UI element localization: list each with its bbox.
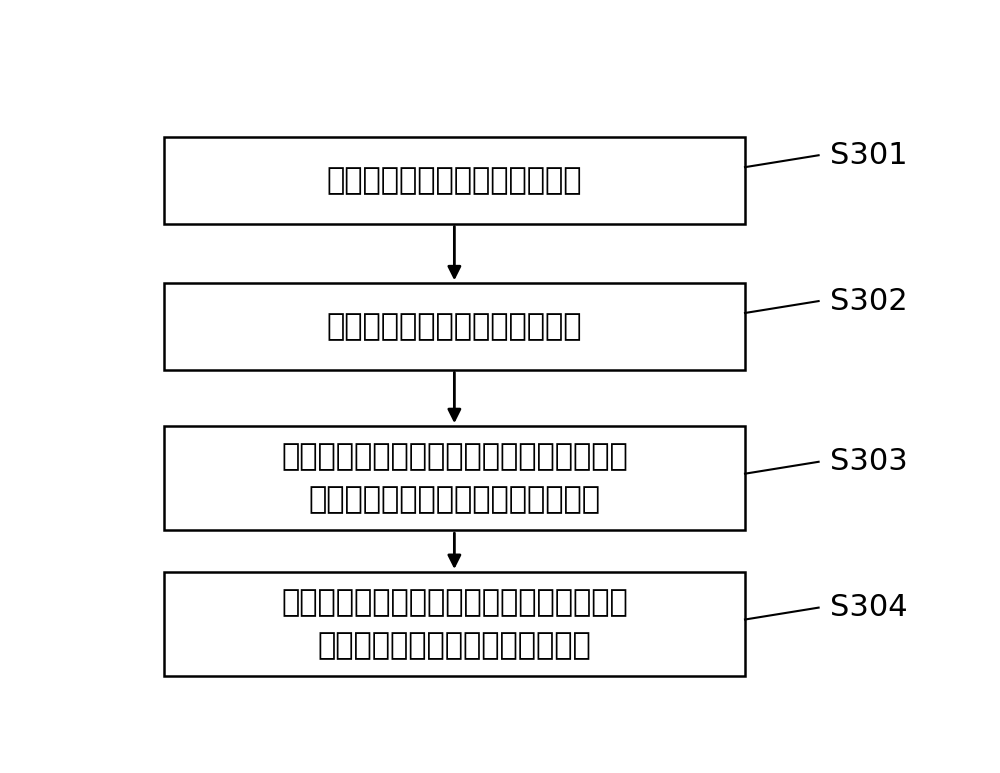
Text: S302: S302: [830, 287, 908, 315]
Text: S304: S304: [830, 593, 908, 622]
Text: 通过玻片合围形成三角空间区域: 通过玻片合围形成三角空间区域: [327, 166, 582, 195]
FancyBboxPatch shape: [164, 572, 745, 676]
Text: 对数据对进行拟合，建立油膜厚度与油膜发
光强度的线性关系，得到发光系数: 对数据对进行拟合，建立油膜厚度与油膜发 光强度的线性关系，得到发光系数: [281, 588, 628, 660]
FancyBboxPatch shape: [164, 283, 745, 369]
FancyBboxPatch shape: [164, 426, 745, 530]
Text: 采用试验油剂填充三角空间区域: 采用试验油剂填充三角空间区域: [327, 312, 582, 341]
FancyBboxPatch shape: [164, 138, 745, 223]
Text: 获取三角空间区域内的油膜厚度数据和相对
应的油膜发光强度数据，形成数据对: 获取三角空间区域内的油膜厚度数据和相对 应的油膜发光强度数据，形成数据对: [281, 442, 628, 514]
Text: S303: S303: [830, 448, 908, 476]
Text: S301: S301: [830, 141, 908, 170]
